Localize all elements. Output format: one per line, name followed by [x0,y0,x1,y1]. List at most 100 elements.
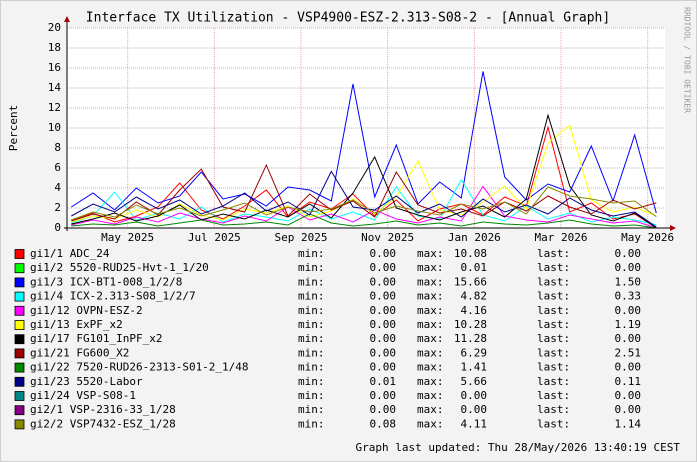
stat-last: 0.11 [615,375,642,388]
stat-label: last: [537,290,570,303]
stat-min: 0.00 [370,332,397,345]
x-tick-label: May 2025 [101,231,154,244]
series-line [71,186,657,221]
stat-label: last: [537,346,570,359]
y-tick-label: 4 [54,181,61,194]
series-line [71,170,657,228]
legend-swatch [14,291,25,302]
stat-last: 0.33 [615,290,642,303]
stat-label: last: [537,261,570,274]
stat-min: 0.00 [370,290,397,303]
x-tick-label: May 2026 [621,231,674,244]
stat-label: min: [298,261,325,274]
stat-last: 1.50 [615,275,642,288]
x-tick-label: Nov 2025 [361,231,414,244]
axes [64,16,676,231]
legend-swatch [14,334,25,345]
stat-min: 0.01 [370,375,397,388]
legend-swatch [14,320,25,330]
legend-label: gi1/24 VSP-S08-1 [30,389,136,402]
stat-label: min: [298,275,325,288]
y-axis-label: Percent [7,105,20,151]
legend-swatch [14,376,25,387]
watermark: RRDTOOL / TOBI OETIKER [683,7,692,113]
legend-label: gi2/2 VSP7432-ESZ_1/28 [30,417,176,430]
footer: Graph last updated: Thu 28/May/2026 13:4… [355,441,680,454]
stat-last: 0.00 [615,332,642,345]
stat-last: 2.51 [615,346,642,359]
legend-label: gi1/21 FG600_X2 [30,346,129,359]
series-line [71,125,657,229]
legend-label: gi1/23 5520-Labor [30,375,143,388]
stat-last: 0.00 [615,247,642,260]
stat-max: 10.08 [454,247,487,260]
stat-min: 0.00 [370,361,397,374]
stat-label: max: [417,304,444,317]
stat-max: 6.29 [461,346,488,359]
stat-min: 0.00 [370,318,397,331]
stat-label: last: [537,375,570,388]
legend-label: gi2/1 VSP-2316-33_1/28 [30,403,176,416]
stat-last: 0.00 [615,304,642,317]
stat-max: 4.82 [461,290,488,303]
stat-min: 0.00 [370,261,397,274]
stat-label: max: [417,346,444,359]
stat-last: 0.00 [615,361,642,374]
legend-swatch [14,277,25,288]
stat-label: last: [537,332,570,345]
legend-swatch [14,419,25,430]
chart-title: Interface TX Utilization - VSP4900-ESZ-2… [86,11,610,26]
stat-label: max: [417,318,444,331]
stat-label: min: [298,247,325,260]
series-line [71,185,657,229]
legend-swatch [14,391,25,401]
legend-label: gi1/1 ADC_24 [30,247,110,260]
stat-label: max: [417,261,444,274]
legend-swatch [14,362,25,373]
x-axis-arrow [670,225,676,231]
x-tick-label: Jul 2025 [188,231,241,244]
legend-label: gi1/2 5520-RUD25-Hvt-1_1/20 [30,261,209,274]
legend-swatch [14,348,25,359]
stat-label: max: [417,361,444,374]
stat-label: max: [417,290,444,303]
stat-label: last: [537,304,570,317]
stat-last: 0.00 [615,403,642,416]
series-line [71,71,657,214]
y-tick-label: 6 [54,161,61,174]
stat-label: min: [298,346,325,359]
stat-label: last: [537,318,570,331]
stat-label: min: [298,332,325,345]
stat-label: min: [298,375,325,388]
stat-label: last: [537,247,570,260]
stat-label: max: [417,389,444,402]
stat-max: 4.11 [461,417,488,430]
stat-label: min: [298,389,325,402]
stat-label: min: [298,290,325,303]
legend-swatch [14,249,25,259]
legend-label: gi1/3 ICX-BT1-008_1/2/8 [30,275,182,288]
legend: gi1/1 ADC_24 min: 0.00 max: 10.08 last: 0.00 gi… [14,247,642,430]
legend-label: gi1/17 FG101_InPF_x2 [30,332,162,345]
stat-label: min: [298,304,325,317]
stat-max: 0.01 [461,261,488,274]
stat-label: max: [417,275,444,288]
stat-min: 0.08 [370,417,397,430]
stat-min: 0.00 [370,346,397,359]
stat-max: 4.16 [461,304,488,317]
stat-max: 5.66 [461,375,488,388]
grid [67,27,665,229]
stat-label: max: [417,332,444,345]
stat-label: max: [417,417,444,430]
legend-label: gi1/4 ICX-2.313-S08_1/2/7 [30,290,196,303]
y-tick-label: 10 [48,121,61,134]
stat-max: 15.66 [454,275,487,288]
stat-label: min: [298,361,325,374]
y-tick-label: 14 [48,81,62,94]
stat-label: last: [537,275,570,288]
stat-max: 10.28 [454,318,487,331]
x-tick-label: Mar 2026 [535,231,588,244]
stat-last: 1.19 [615,318,642,331]
stat-label: last: [537,361,570,374]
